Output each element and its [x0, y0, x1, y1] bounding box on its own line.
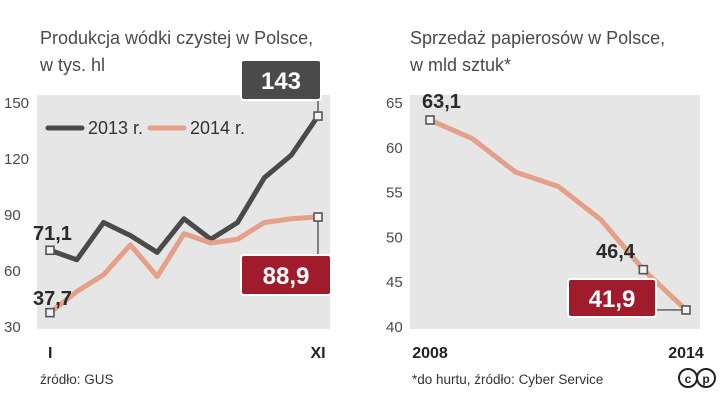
left-2014-end-marker: [313, 212, 323, 222]
left-source-note: źródło: GUS: [40, 372, 114, 387]
left-chart-title-line1: Produkcja wódki czystej w Polsce,: [40, 28, 313, 48]
left-2014-start-marker: [45, 307, 55, 318]
legend-label-2013: 2013 r.: [88, 118, 143, 138]
annotations-group: 71,1 37,7 143 88,9 63,1 46,4 41,9: [33, 59, 691, 318]
right-start-label: 63,1: [422, 91, 461, 113]
left-x-tick-last: XI: [310, 345, 325, 362]
left-2014-start-label: 37,7: [33, 288, 72, 310]
left-chart-title-line2: w tys. hl: [39, 55, 105, 75]
right-y-tick: 65: [386, 95, 403, 112]
svg-text:c: c: [685, 372, 692, 386]
right-chart-title-line1: Sprzedaż papierosów w Polsce,: [410, 28, 665, 48]
left-series-group: [47, 113, 321, 316]
left-2014-end-value: 88,9: [263, 263, 310, 290]
left-2014-end-box: [240, 254, 332, 296]
right-start-marker: [425, 115, 435, 125]
right-source-note: *do hurtu, źródło: Cyber Service: [412, 372, 603, 387]
left-2013-start-label: 71,1: [33, 223, 72, 245]
right-y-tick: 40: [386, 319, 403, 336]
right-y-tick: 45: [386, 274, 403, 291]
left-y-axis: 30 60 90 120 150: [4, 95, 29, 336]
right-penultimate-marker: [638, 264, 649, 275]
legend-label-2014: 2014 r.: [190, 118, 245, 138]
left-2013-end-box: [240, 59, 322, 101]
left-y-tick: 60: [4, 263, 21, 280]
right-end-box: [567, 278, 657, 318]
left-series-line-2013: [47, 113, 321, 263]
cc-logo: c p: [678, 368, 716, 388]
svg-text:p: p: [702, 372, 709, 386]
right-chart-title-line2: w mld sztuk*: [409, 55, 511, 75]
right-y-tick: 55: [386, 185, 403, 202]
left-y-tick: 90: [4, 207, 21, 224]
right-y-tick: 60: [386, 140, 403, 157]
right-x-tick-first: 2008: [412, 345, 448, 362]
right-end-marker: [681, 305, 691, 315]
left-2013-end-marker: [313, 111, 323, 121]
left-2013-start-marker: [45, 245, 55, 256]
right-penultimate-label: 46,4: [596, 241, 636, 263]
right-y-axis: 40 45 50 55 60 65: [386, 95, 403, 336]
left-y-tick: 30: [4, 319, 21, 336]
left-series-line-2014: [47, 214, 321, 316]
left-2013-end-value: 143: [261, 68, 301, 95]
left-y-tick: 150: [4, 95, 29, 112]
right-y-tick: 50: [386, 229, 403, 246]
right-x-tick-last: 2014: [668, 345, 704, 362]
left-legend: 2013 r. 2014 r.: [45, 118, 245, 138]
right-end-value: 41,9: [589, 286, 636, 313]
left-x-tick-first: I: [48, 345, 52, 362]
left-y-tick: 120: [4, 151, 29, 168]
